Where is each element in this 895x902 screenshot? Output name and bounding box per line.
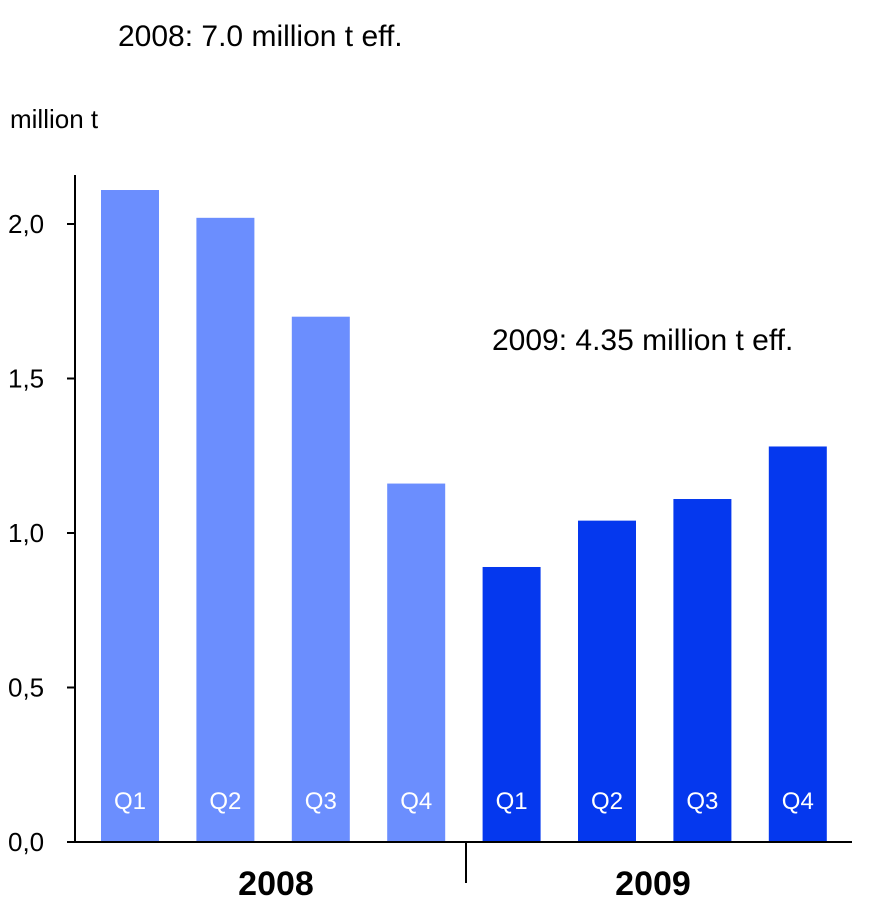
bar-label-2008-q4: Q4 (400, 788, 432, 815)
y-tick-label: 1,5 (8, 364, 44, 394)
y-axis-unit-label: million t (10, 104, 99, 134)
bar-2008-q2 (196, 217, 255, 842)
bar-2009-q1 (482, 566, 541, 842)
bar-label-2008-q2: Q2 (209, 788, 241, 815)
bar-2009-q4 (768, 446, 827, 842)
bar-2008-q3 (291, 316, 350, 842)
y-tick-label: 0,5 (8, 673, 44, 703)
bar-label-2009-q1: Q1 (496, 788, 528, 815)
annotation-2008-total: 2008: 7.0 million t eff. (118, 20, 403, 53)
y-tick-label: 1,0 (8, 518, 44, 548)
bar-2009-q3 (673, 499, 732, 842)
bar-label-2008-q3: Q3 (305, 788, 337, 815)
group-label-2008: 2008 (238, 865, 314, 902)
bar-label-2009-q3: Q3 (686, 788, 718, 815)
y-tick-label: 0,0 (8, 827, 44, 857)
bars-layer: Q1 Q2 Q3 Q4 Q1 Q2 Q3 Q4 (101, 190, 827, 842)
group-label-2009: 2009 (615, 865, 691, 902)
bar-label-2009-q2: Q2 (591, 788, 623, 815)
bar-2008-q1 (101, 190, 159, 842)
bar-2009-q2 (578, 520, 636, 842)
annotation-2009-total: 2009: 4.35 million t eff. (492, 324, 793, 357)
bar-2008-q4 (387, 483, 446, 842)
bar-label-2008-q1: Q1 (114, 788, 146, 815)
bar-label-2009-q4: Q4 (782, 788, 814, 815)
axes-layer: 0,0 0,5 1,0 1,5 2,0 2008 2009 (8, 175, 852, 902)
y-tick-label: 2,0 (8, 209, 44, 239)
